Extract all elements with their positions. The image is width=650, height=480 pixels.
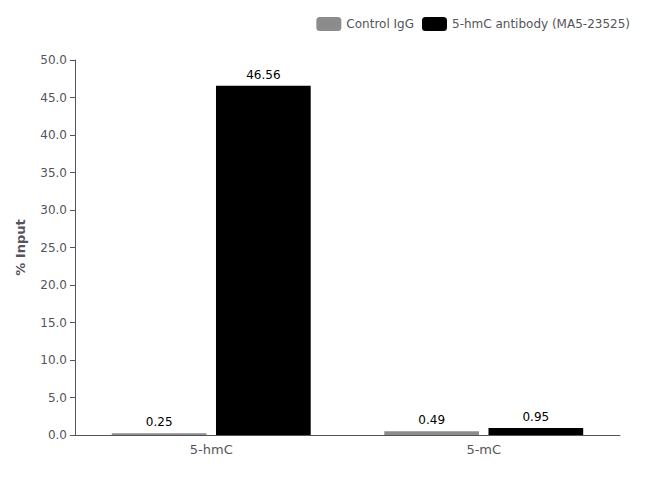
svg-text:46.56: 46.56 — [246, 68, 280, 82]
svg-text:50.0: 50.0 — [40, 53, 67, 67]
svg-text:45.0: 45.0 — [40, 91, 67, 105]
svg-text:% Input: % Input — [13, 219, 28, 275]
svg-text:5-hmC: 5-hmC — [190, 442, 233, 457]
svg-text:10.0: 10.0 — [40, 353, 67, 367]
svg-text:0.95: 0.95 — [522, 410, 549, 424]
svg-text:5.0: 5.0 — [48, 391, 67, 405]
svg-text:20.0: 20.0 — [40, 278, 67, 292]
svg-text:25.0: 25.0 — [40, 241, 67, 255]
svg-text:30.0: 30.0 — [40, 203, 67, 217]
svg-text:0.49: 0.49 — [418, 413, 445, 427]
svg-text:15.0: 15.0 — [40, 316, 67, 330]
svg-text:0.0: 0.0 — [48, 428, 67, 442]
svg-text:5-hmC antibody (MA5-23525): 5-hmC antibody (MA5-23525) — [452, 17, 630, 31]
svg-text:35.0: 35.0 — [40, 166, 67, 180]
svg-text:Control IgG: Control IgG — [346, 17, 414, 31]
svg-text:5-mC: 5-mC — [466, 442, 501, 457]
svg-text:0.25: 0.25 — [146, 415, 173, 429]
svg-text:40.0: 40.0 — [40, 128, 67, 142]
